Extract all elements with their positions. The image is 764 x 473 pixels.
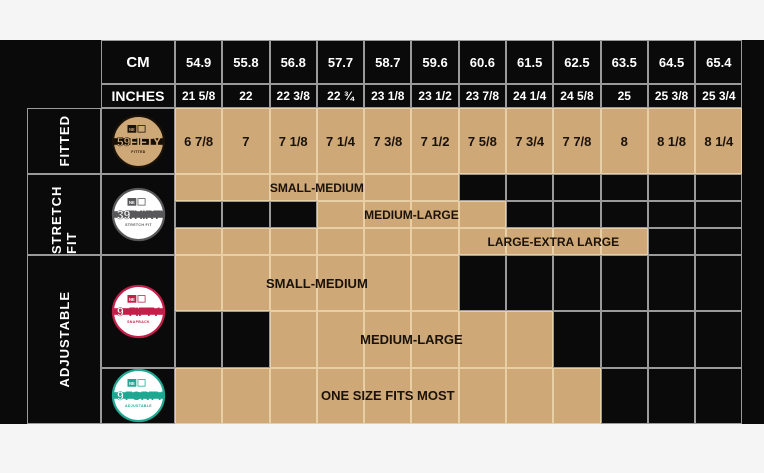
svg-text:NE: NE bbox=[129, 126, 135, 131]
svg-text:SNAPBACK: SNAPBACK bbox=[127, 320, 150, 324]
svg-text:NE: NE bbox=[129, 200, 135, 205]
svg-text:FORTY: FORTY bbox=[124, 389, 163, 403]
svg-text:NE: NE bbox=[129, 297, 135, 302]
svg-text:THIRTY: THIRTY bbox=[127, 208, 166, 222]
svg-text:STRETCH FIT: STRETCH FIT bbox=[125, 223, 152, 227]
svg-text:ADJUSTABLE: ADJUSTABLE bbox=[125, 404, 152, 408]
svg-text:NE: NE bbox=[129, 381, 135, 386]
svg-text:FIFTY: FIFTY bbox=[128, 305, 159, 319]
svg-text:FIFTY: FIFTY bbox=[129, 134, 160, 148]
svg-text:39: 39 bbox=[116, 208, 130, 222]
svg-text:59: 59 bbox=[116, 135, 130, 149]
svg-text:9: 9 bbox=[116, 305, 123, 319]
svg-text:9: 9 bbox=[116, 389, 123, 403]
svg-text:FITTED: FITTED bbox=[131, 150, 146, 154]
